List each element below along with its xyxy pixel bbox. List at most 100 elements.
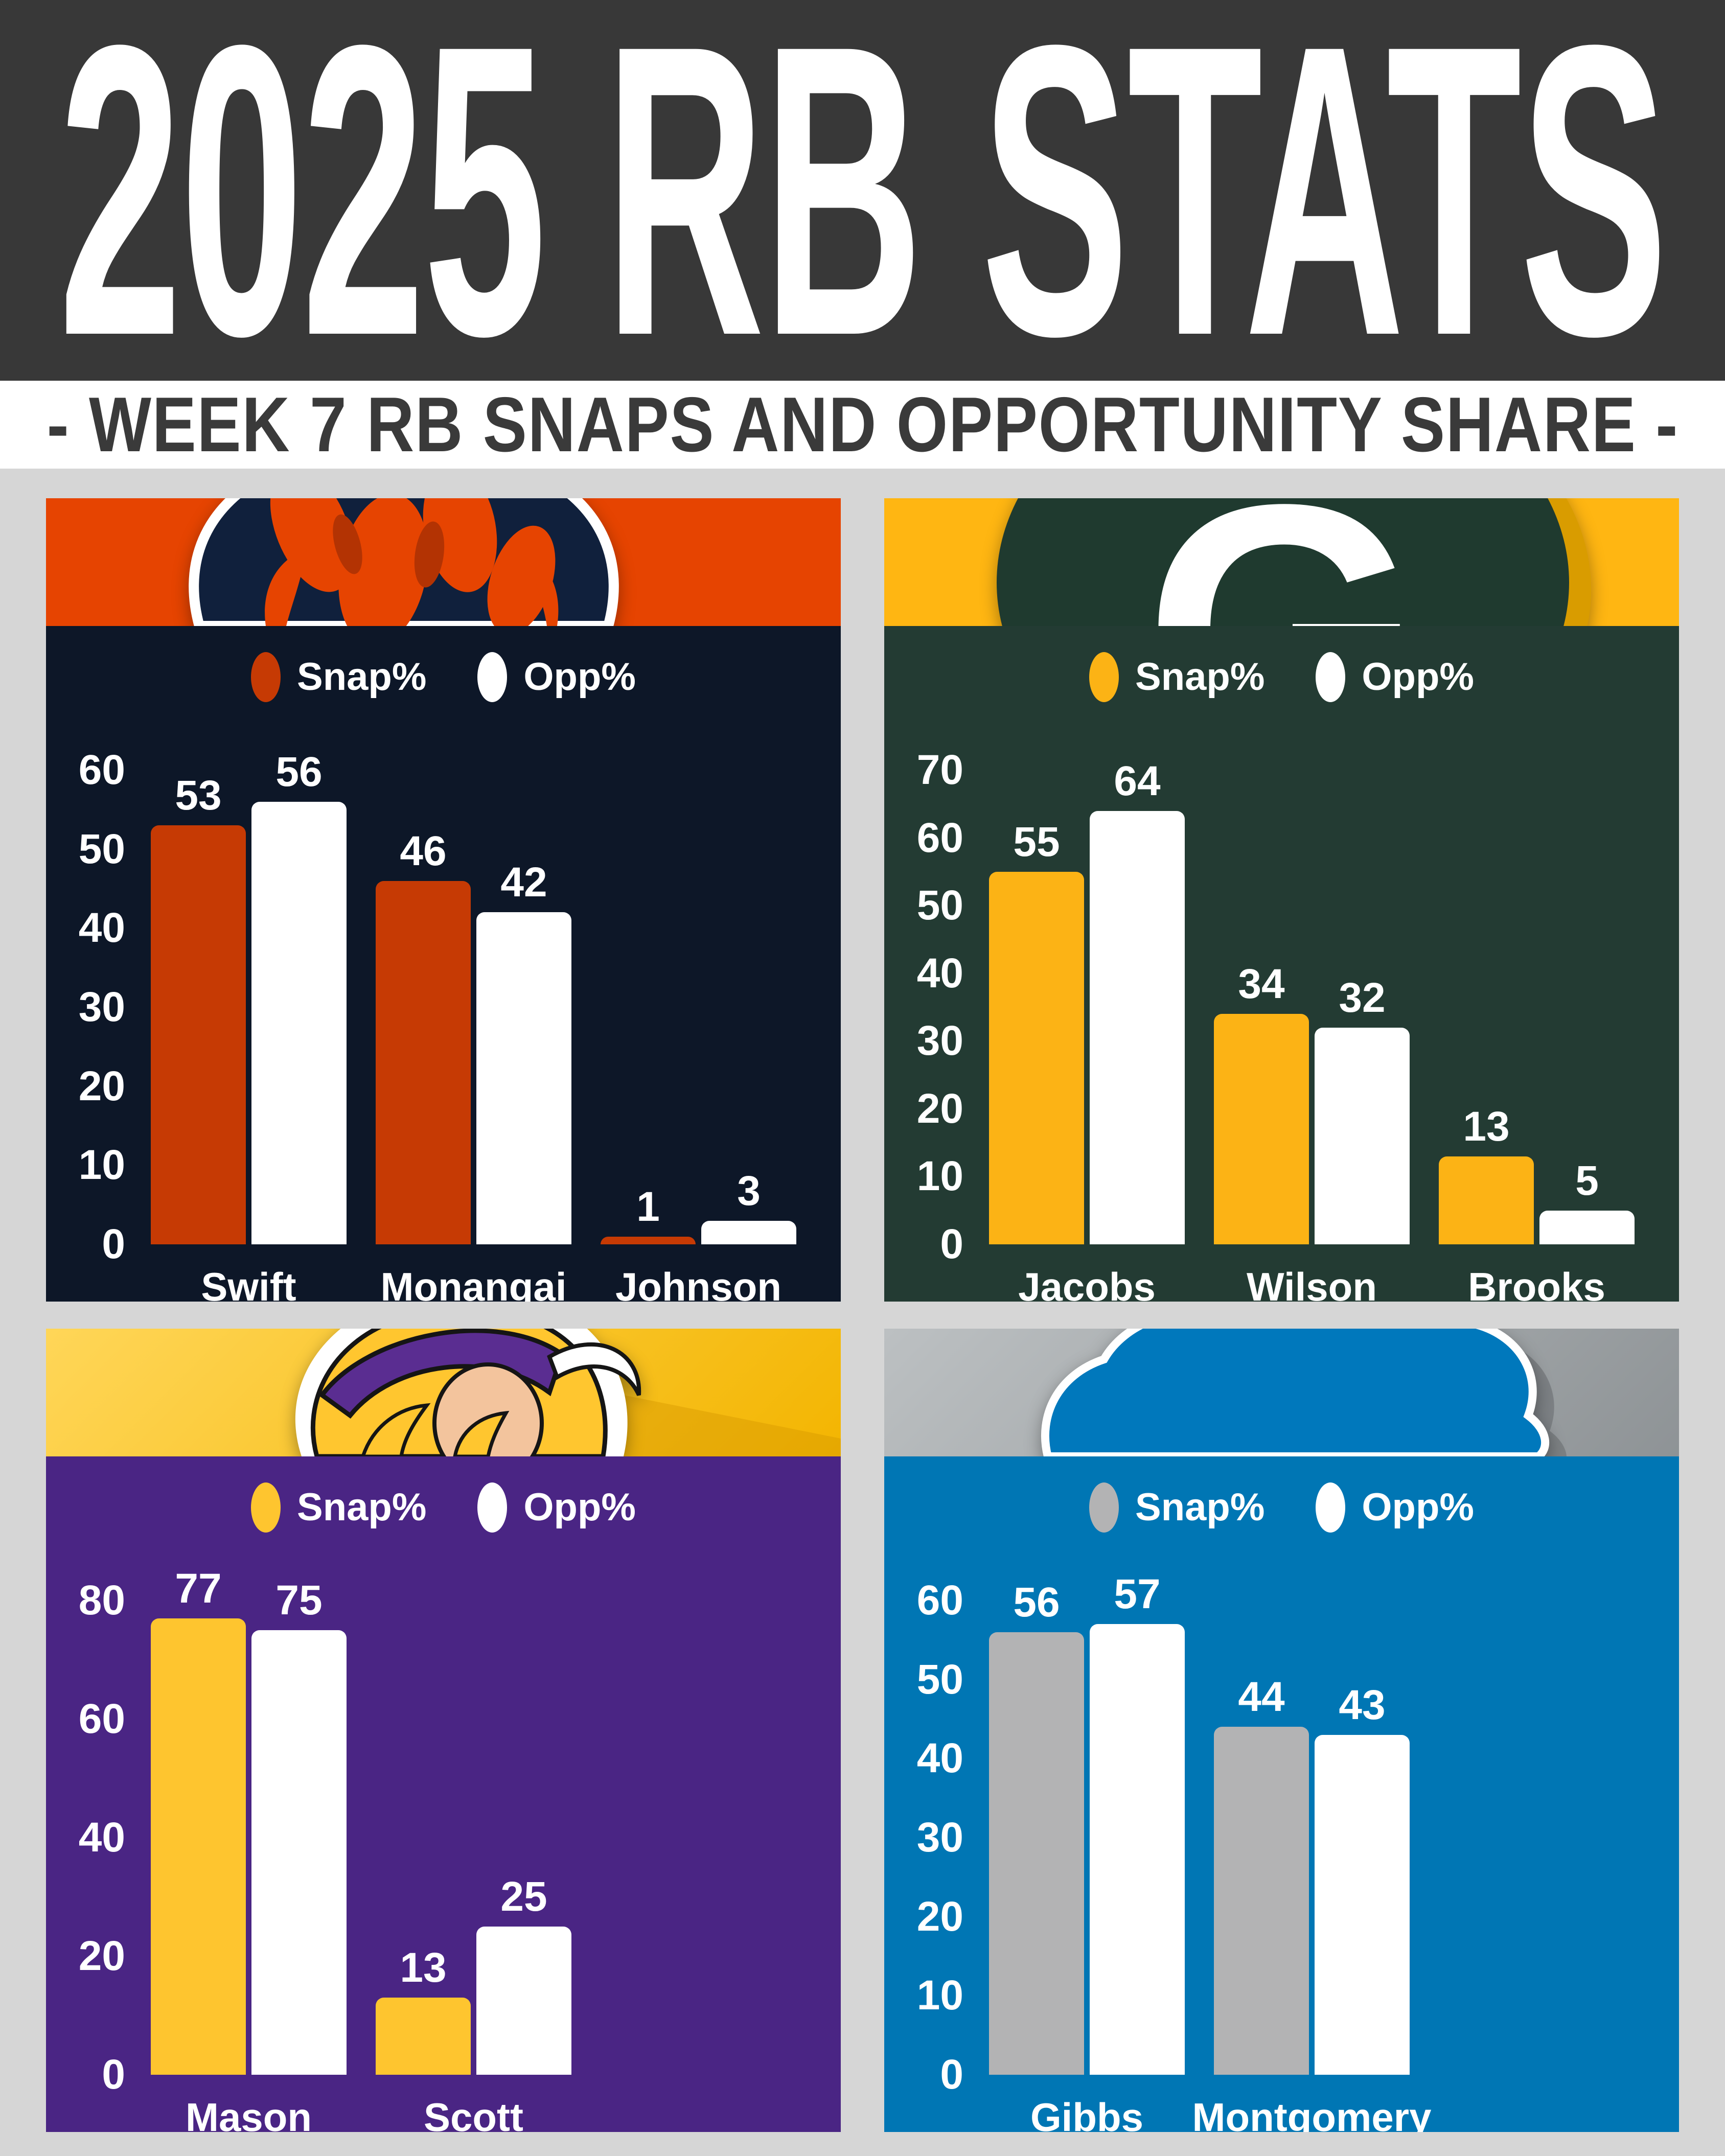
x-axis-label: Johnson <box>615 1264 781 1302</box>
bar-opp <box>251 801 347 1244</box>
chart-area: Snap% Opp% 60 50 40 30 20 10 0 56 57 Gibbs 44 43 Montg… <box>884 1456 1679 2132</box>
card-header <box>46 498 841 626</box>
y-tick-label: 0 <box>102 2051 125 2098</box>
bar-snap <box>1214 1727 1309 2075</box>
card-header <box>46 1329 841 1456</box>
bar-value-label: 42 <box>500 859 547 906</box>
bar-value-label: 64 <box>1114 757 1161 804</box>
y-tick-label: 60 <box>78 1696 125 1742</box>
bar-opp <box>1090 1624 1185 2075</box>
opp-legend-swatch-icon <box>477 1482 508 1533</box>
legend-label: Opp% <box>1362 1486 1474 1529</box>
bar-snap <box>601 1236 696 1244</box>
bar-snap <box>1439 1156 1534 1244</box>
x-axis-label: Scott <box>424 2095 523 2132</box>
legend-label: Opp% <box>523 1486 636 1529</box>
legend-label: Opp% <box>523 655 636 699</box>
lions-logo-icon <box>1041 1329 1567 1456</box>
x-axis-label: Jacobs <box>1018 1264 1156 1302</box>
bar-opp <box>476 912 571 1244</box>
snap-legend-swatch-icon <box>251 1482 281 1533</box>
y-tick-label: 50 <box>78 825 125 872</box>
subtitle-band: - WEEK 7 RB SNAPS AND OPPORTUNITY SHARE … <box>0 381 1725 469</box>
bar-value-label: 46 <box>400 827 447 874</box>
opp-legend-swatch-icon <box>1316 1482 1346 1533</box>
y-tick-label: 10 <box>78 1142 125 1189</box>
legend-item-opp: Opp% <box>1316 652 1474 702</box>
bar-snap <box>989 871 1084 1244</box>
bar-opp <box>251 1630 347 2075</box>
opp-legend-swatch-icon <box>1316 652 1346 702</box>
bar-value-label: 77 <box>175 1565 222 1612</box>
x-axis-label: Mason <box>185 2095 312 2132</box>
y-tick-label: 30 <box>916 1017 963 1064</box>
y-tick-label: 0 <box>940 2051 963 2098</box>
y-tick-label: 50 <box>916 1656 963 1703</box>
legend-item-opp: Opp% <box>1316 1482 1474 1533</box>
bar-snap <box>1214 1014 1309 1244</box>
x-axis-label: Brooks <box>1468 1264 1605 1302</box>
y-tick-label: 20 <box>78 1062 125 1109</box>
legend-item-snap: Snap% <box>251 652 426 702</box>
bar-snap <box>989 1632 1084 2075</box>
opp-legend-swatch-icon <box>477 652 508 702</box>
svg-text:G: G <box>1144 498 1422 626</box>
y-tick-label: 60 <box>78 747 125 793</box>
page-subtitle: - WEEK 7 RB SNAPS AND OPPORTUNITY SHARE … <box>47 381 1678 468</box>
chart-card-lions: Snap% Opp% 60 50 40 30 20 10 0 56 57 Gibbs 44 43 Montg… <box>884 1329 1679 2132</box>
bar-opp <box>1539 1210 1635 1244</box>
chart-legend: Snap% Opp% <box>884 1477 1679 1538</box>
y-tick-label: 40 <box>78 1814 125 1861</box>
legend-item-snap: Snap% <box>1089 1482 1264 1533</box>
snap-legend-swatch-icon <box>1089 1482 1119 1533</box>
legend-label: Snap% <box>297 655 427 699</box>
y-tick-label: 60 <box>916 1577 963 1624</box>
y-tick-label: 70 <box>916 747 963 793</box>
y-tick-label: 10 <box>916 1153 963 1200</box>
bar-value-label: 13 <box>400 1944 447 1991</box>
legend-label: Snap% <box>1135 1486 1265 1529</box>
card-header <box>884 1329 1679 1456</box>
bar-value-label: 56 <box>1013 1579 1060 1626</box>
bar-snap <box>151 1618 246 2075</box>
bar-opp <box>1315 1734 1410 2075</box>
x-axis-label: Gibbs <box>1030 2095 1143 2132</box>
snap-legend-swatch-icon <box>251 652 281 702</box>
bar-value-label: 34 <box>1238 961 1285 1008</box>
bar-value-label: 25 <box>500 1873 547 1920</box>
x-axis-label: Monangai <box>380 1264 567 1302</box>
bar-value-label: 1 <box>636 1183 660 1230</box>
y-tick-label: 60 <box>916 814 963 861</box>
y-tick-label: 20 <box>916 1085 963 1132</box>
bar-value-label: 32 <box>1339 974 1386 1021</box>
bar-value-label: 43 <box>1339 1681 1386 1728</box>
card-header: G <box>884 498 1679 626</box>
bar-opp <box>1315 1027 1410 1244</box>
y-tick-label: 20 <box>78 1933 125 1979</box>
legend-label: Opp% <box>1362 655 1474 699</box>
x-axis-label: Swift <box>201 1264 296 1302</box>
chart-card-packers: G Snap% Opp% 70 60 50 40 30 20 10 0 55 64 Jacobs 34 32… <box>884 498 1679 1302</box>
bar-value-label: 56 <box>275 748 323 795</box>
y-tick-label: 80 <box>78 1577 125 1624</box>
x-axis-label: Montgomery <box>1192 2095 1432 2132</box>
chart-card-bears: Snap% Opp% 60 50 40 30 20 10 0 53 56 Swift 46 42 Monan… <box>46 498 841 1302</box>
vikings-logo-icon <box>295 1329 841 1456</box>
y-tick-label: 30 <box>78 984 125 1030</box>
y-tick-label: 30 <box>916 1814 963 1861</box>
bar-snap <box>376 1998 471 2075</box>
bar-value-label: 57 <box>1114 1571 1161 1618</box>
y-tick-label: 40 <box>916 1735 963 1782</box>
legend-label: Snap% <box>297 1486 427 1529</box>
legend-label: Snap% <box>1135 655 1265 699</box>
bar-opp <box>701 1220 796 1244</box>
bar-opp <box>476 1927 571 2075</box>
bar-value-label: 5 <box>1575 1157 1599 1204</box>
bar-value-label: 53 <box>175 772 222 819</box>
chart-area: Snap% Opp% 70 60 50 40 30 20 10 0 55 64 Jacobs 34 32 Wi… <box>884 626 1679 1302</box>
chart-area: Snap% Opp% 80 60 40 20 0 77 75 Mason 13 25 Scott <box>46 1456 841 2132</box>
chart-legend: Snap% Opp% <box>46 1477 841 1538</box>
y-tick-label: 0 <box>102 1221 125 1267</box>
legend-item-opp: Opp% <box>477 652 636 702</box>
